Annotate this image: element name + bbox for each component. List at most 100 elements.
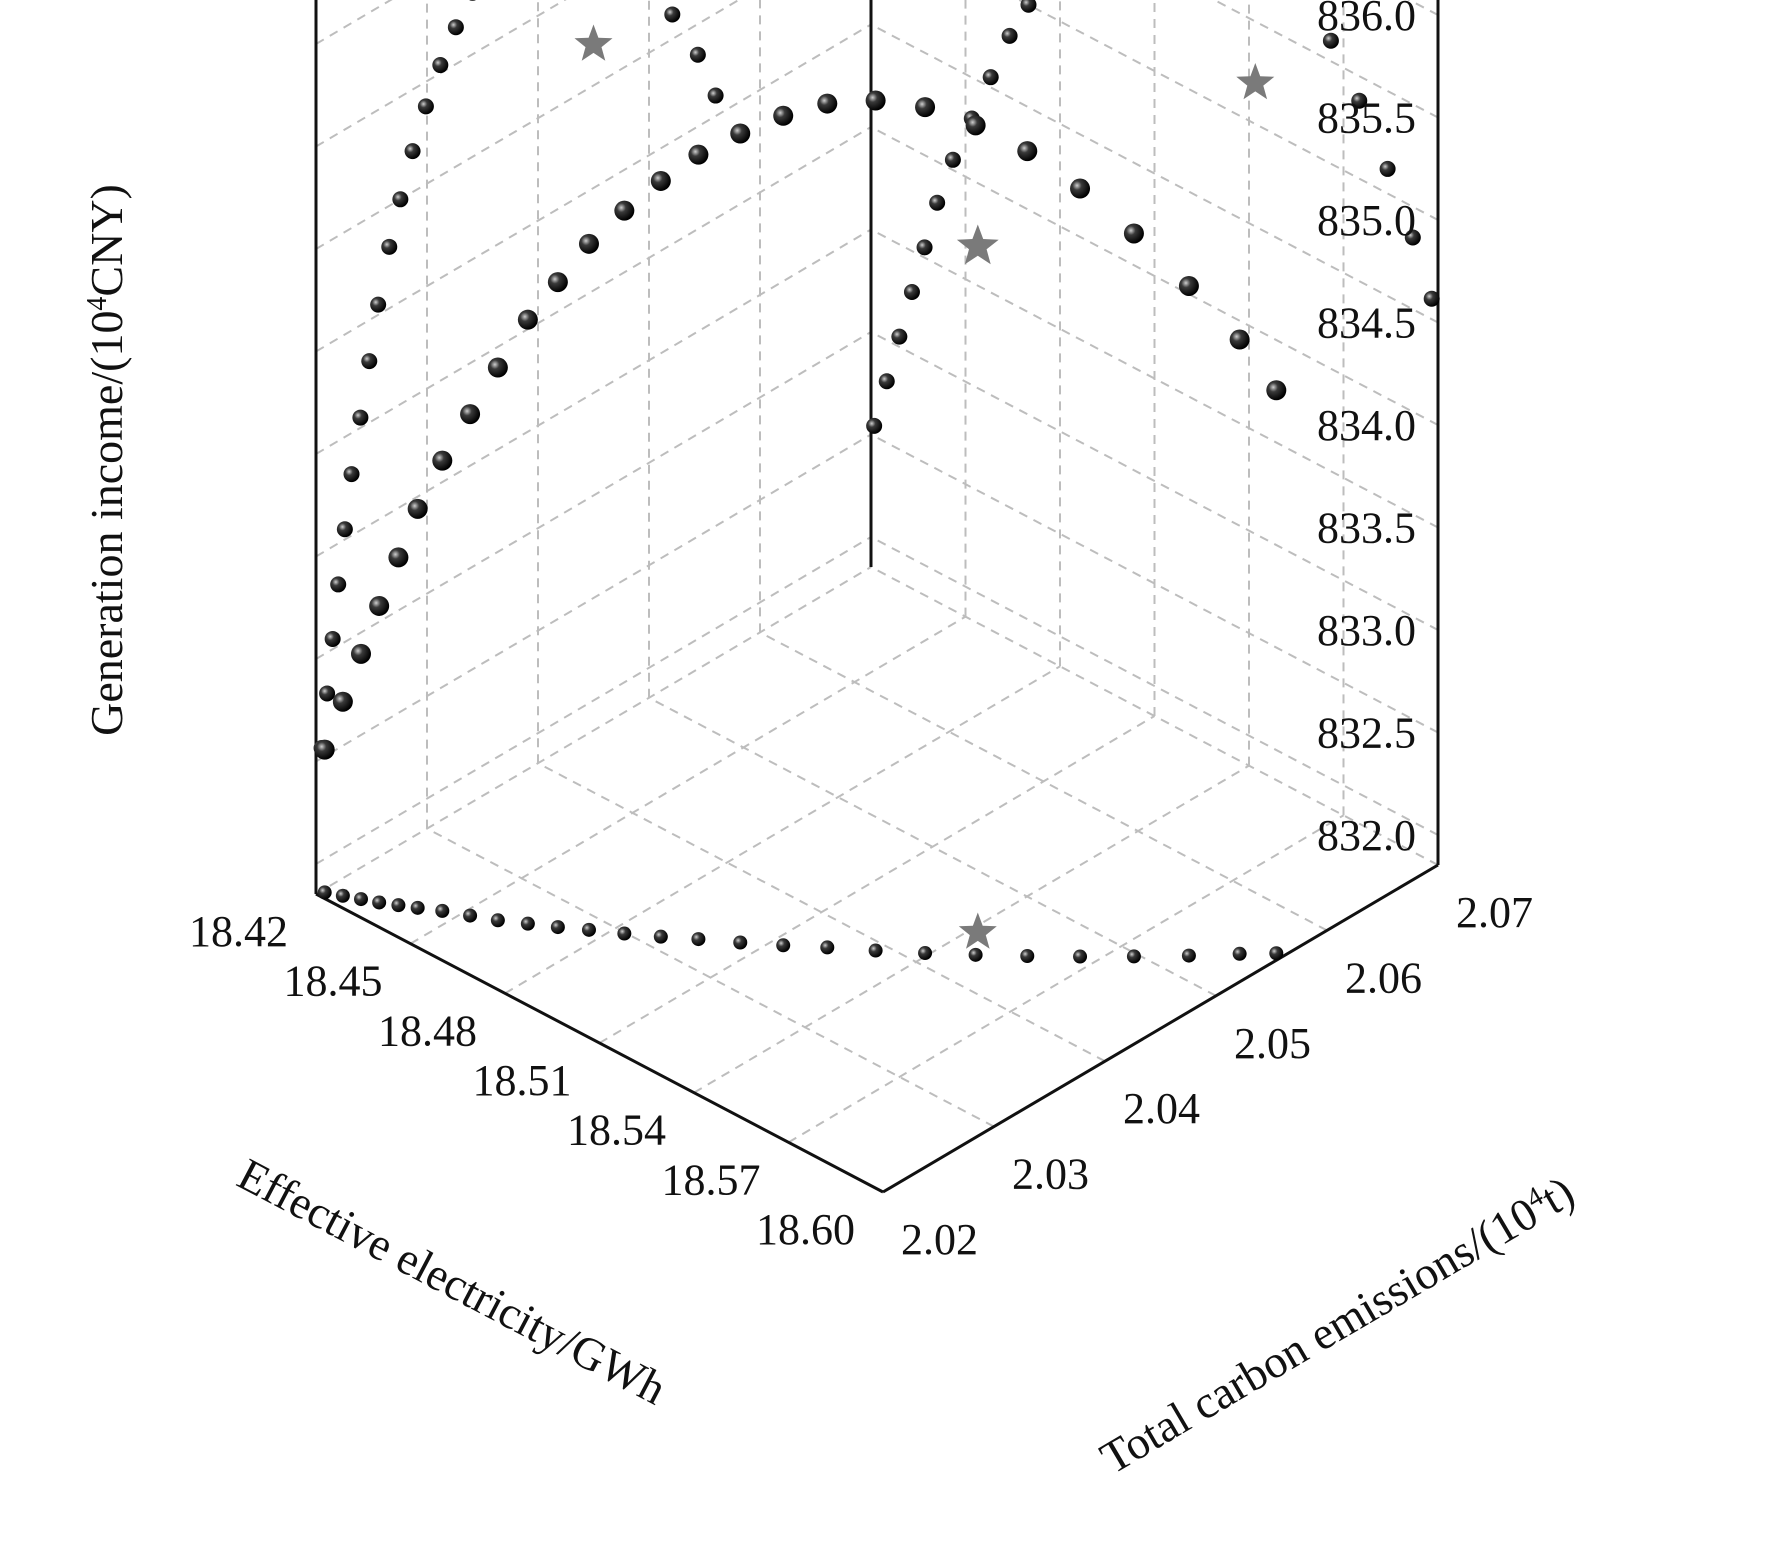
right-wall-point (381, 238, 398, 255)
floor-point (372, 895, 387, 910)
data-point (1178, 275, 1199, 296)
grid-line (315, 126, 872, 455)
axes-frame (314, 0, 1440, 1194)
data-point (578, 233, 599, 254)
right-wall-point (404, 143, 421, 160)
x-tick-label: 18.54 (567, 1106, 666, 1155)
floor-point (1269, 946, 1284, 961)
z-axis-title: Generation income/(104CNY) (81, 184, 132, 736)
floor-point (776, 938, 791, 953)
z-tick-label: 832.5 (1317, 709, 1416, 758)
grid-line (787, 814, 1345, 1144)
grid-line (504, 665, 1061, 995)
data-point (432, 450, 453, 471)
data-point (614, 200, 635, 221)
x-tick-label: 18.42 (189, 907, 288, 956)
grid-line (1017, 0, 1439, 221)
right-wall-point (447, 19, 464, 36)
grid-line (870, 126, 1439, 426)
z-tick-label: 832.0 (1317, 811, 1416, 860)
grid-line (315, 566, 872, 895)
right-wall-point (324, 630, 341, 647)
left-wall-point (878, 373, 895, 390)
x-tick-label: 18.45 (284, 957, 383, 1006)
data-point (351, 643, 371, 664)
right-wall-point (343, 466, 360, 483)
floor-point (868, 943, 883, 958)
left-wall-point (1020, 0, 1037, 13)
z-tick-label: 835.5 (1317, 94, 1416, 143)
grid-line (426, 827, 995, 1128)
highlight-star-right (574, 24, 613, 61)
floor-point (354, 892, 368, 907)
floor-point (435, 903, 450, 918)
x-tick-label: 18.57 (662, 1155, 761, 1204)
grid-line (870, 433, 1439, 734)
data-point (1123, 223, 1144, 244)
data-point (1017, 141, 1038, 162)
data-point (1229, 329, 1250, 350)
left-wall-point (1001, 27, 1018, 44)
grid-line (537, 762, 1106, 1063)
grid-line (870, 23, 1439, 324)
right-wall-point (664, 6, 681, 23)
x-axis-title: Effective electricity/GWh (230, 1148, 675, 1414)
data-point (407, 498, 428, 519)
grid-line (598, 715, 1156, 1044)
right-wall-point (432, 57, 449, 74)
data-point (487, 357, 508, 378)
floor-point (490, 913, 505, 928)
right-wall-point (689, 46, 706, 63)
x-tick-label: 18.60 (756, 1205, 855, 1254)
z-tick-label: 836.0 (1317, 0, 1416, 40)
right-wall-point (336, 521, 353, 538)
data-point (460, 404, 481, 425)
left-wall-point (1404, 229, 1421, 246)
right-wall-point (469, 0, 476, 1)
grid-line (315, 23, 872, 353)
data-point (865, 90, 886, 111)
y-tick-label: 2.04 (1123, 1084, 1200, 1133)
right-wall-point (392, 191, 409, 208)
x-tick-label: 18.51 (473, 1056, 572, 1105)
floor-point (1020, 949, 1035, 964)
left-wall-point (929, 194, 946, 211)
z-tick-label: 834.5 (1317, 299, 1416, 348)
y-axis-title: Total carbon emissions/(104t) (1092, 1166, 1583, 1484)
grid-line (759, 631, 1328, 932)
right-wall-point (352, 409, 369, 426)
floor-point (463, 908, 478, 923)
grid-line (870, 331, 1439, 631)
data-point (547, 272, 568, 293)
data-point (1070, 178, 1091, 199)
left-wall-point (866, 417, 883, 434)
right-wall-point (330, 576, 347, 593)
data-point (688, 144, 709, 165)
left-wall-point (1379, 160, 1396, 177)
floor-point (1126, 949, 1141, 964)
left-wall-point (916, 239, 933, 256)
floor-point (581, 922, 596, 937)
right-wall-point (319, 685, 336, 702)
data-point (1266, 380, 1287, 401)
data-point (332, 691, 353, 712)
floor-point (520, 916, 535, 931)
floor-point (1232, 946, 1247, 961)
left-wall-point (982, 69, 999, 86)
left-wall-point (1423, 290, 1440, 307)
right-wall-point (370, 296, 387, 313)
frame-edge (882, 863, 1439, 1194)
grid-line (315, 433, 872, 763)
grid-line (315, 331, 872, 660)
data-point (650, 170, 671, 191)
z-tick-label: 833.5 (1317, 504, 1416, 553)
floor-point (691, 932, 706, 947)
y-tick-label: 2.07 (1456, 888, 1533, 937)
data-point (517, 309, 538, 330)
data-point (314, 739, 335, 760)
floor-point (653, 929, 668, 944)
right-wall-point (361, 353, 378, 370)
floor-point (410, 900, 425, 915)
grid-line (870, 536, 1439, 836)
